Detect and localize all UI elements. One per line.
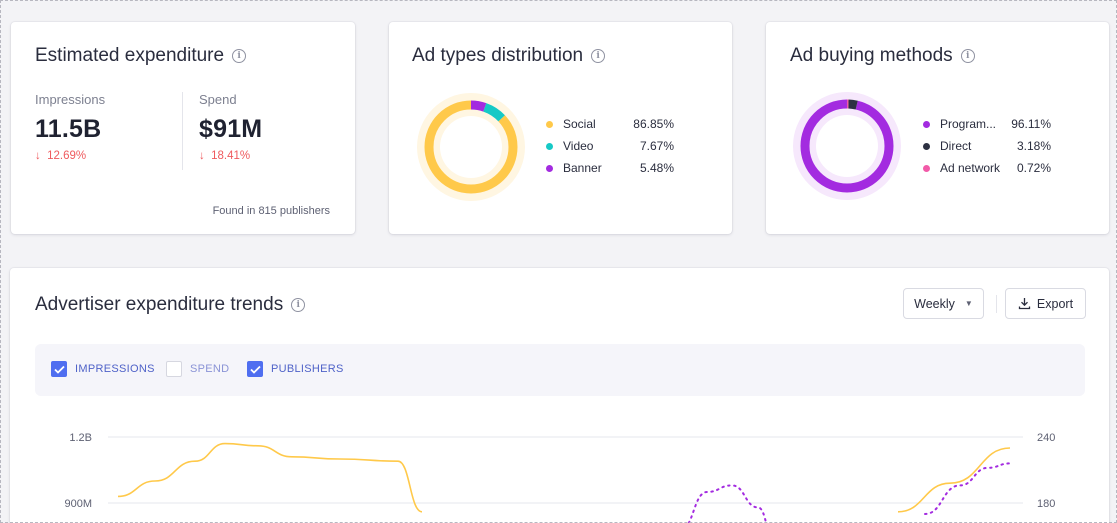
spend-value: $91M bbox=[199, 115, 263, 143]
card-title: Estimated expenditure i bbox=[35, 45, 247, 67]
info-icon[interactable]: i bbox=[591, 49, 606, 63]
legend-item[interactable]: Social 86.85% bbox=[546, 117, 674, 131]
expenditure-trends-card: Advertiser expenditure trends i Weekly ▼… bbox=[10, 268, 1109, 523]
export-label: Export bbox=[1036, 296, 1074, 311]
donut-hole bbox=[816, 115, 878, 177]
legend-dot bbox=[923, 120, 930, 128]
ad-types-donut bbox=[417, 93, 525, 201]
info-icon[interactable]: i bbox=[232, 49, 247, 63]
caret-down-icon: ▼ bbox=[964, 299, 973, 308]
series-filter-bar: IMPRESSIONS SPEND PUBLISHERS bbox=[35, 344, 1085, 396]
legend-dot bbox=[923, 142, 930, 150]
ad-buying-card: Ad buying methods i Program... 96.11% Dire… bbox=[766, 22, 1109, 234]
donut-segment-ad-network[interactable] bbox=[800, 99, 894, 193]
legend-label: Social bbox=[563, 117, 596, 131]
y-left-tick: 900M bbox=[64, 498, 92, 510]
legend-item[interactable]: Direct 3.18% bbox=[923, 139, 1051, 153]
legend-item[interactable]: Banner 5.48% bbox=[546, 161, 674, 175]
donut-segment-banner[interactable] bbox=[424, 100, 518, 194]
impressions-metric: Impressions 11.5B ↓ 12.69% bbox=[35, 92, 105, 162]
estimated-expenditure-card: Estimated expenditure i Impressions 11.5… bbox=[11, 22, 355, 234]
legend-label: Banner bbox=[563, 161, 602, 175]
series-line-publishers[interactable] bbox=[680, 484, 775, 523]
card-title: Advertiser expenditure trends i bbox=[35, 294, 306, 316]
filter-spend[interactable]: SPEND bbox=[166, 361, 229, 377]
ad-types-card: Ad types distribution i Social 86.85% Vide… bbox=[389, 22, 732, 234]
legend-label: Program... bbox=[940, 117, 997, 131]
legend-label: Ad network bbox=[940, 161, 1001, 175]
filter-impressions[interactable]: IMPRESSIONS bbox=[51, 361, 155, 377]
filter-label: SPEND bbox=[190, 363, 230, 375]
estimated-expenditure-title: Estimated expenditure bbox=[35, 45, 225, 66]
spend-change: ↓ 18.41% bbox=[199, 150, 251, 162]
series-line-impressions[interactable] bbox=[117, 442, 423, 513]
legend-item[interactable]: Video 7.67% bbox=[546, 139, 674, 153]
impressions-label: Impressions bbox=[35, 92, 106, 107]
legend-label: Video bbox=[563, 139, 594, 153]
ad-buying-title: Ad buying methods bbox=[790, 45, 953, 66]
ad-types-title: Ad types distribution bbox=[412, 45, 584, 66]
legend-label: Direct bbox=[940, 139, 972, 153]
y-right-tick: 180 bbox=[1037, 498, 1055, 510]
checkbox[interactable] bbox=[166, 361, 182, 377]
y-right-tick: 240 bbox=[1037, 432, 1055, 444]
legend-value: 86.85% bbox=[633, 117, 674, 131]
checkbox[interactable] bbox=[51, 361, 67, 377]
impressions-change: ↓ 12.69% bbox=[35, 150, 87, 162]
legend-dot bbox=[546, 120, 553, 128]
legend-dot bbox=[923, 164, 930, 172]
checkbox[interactable] bbox=[247, 361, 263, 377]
trends-chart: 1.2B 240 900M 180 bbox=[64, 432, 1055, 523]
legend-dot bbox=[546, 142, 553, 150]
download-icon bbox=[1018, 298, 1031, 310]
card-title: Ad buying methods i bbox=[790, 45, 975, 67]
y-left-tick: 1.2B bbox=[69, 432, 92, 444]
filter-label: PUBLISHERS bbox=[271, 363, 344, 375]
series-line-impressions-recent[interactable] bbox=[897, 447, 1011, 513]
filter-label: IMPRESSIONS bbox=[75, 363, 155, 375]
trends-title: Advertiser expenditure trends bbox=[35, 294, 284, 315]
legend-value: 3.18% bbox=[1016, 139, 1051, 153]
info-icon[interactable]: i bbox=[291, 298, 306, 312]
legend-item[interactable]: Ad network 0.72% bbox=[923, 161, 1051, 175]
period-select[interactable]: Weekly ▼ bbox=[903, 288, 984, 319]
spend-label: Spend bbox=[199, 92, 237, 107]
filter-publishers[interactable]: PUBLISHERS bbox=[247, 361, 344, 377]
card-title: Ad types distribution i bbox=[412, 45, 606, 67]
arrow-down-icon: ↓ bbox=[199, 150, 205, 162]
period-value: Weekly bbox=[914, 296, 955, 311]
ad-buying-donut bbox=[793, 92, 901, 200]
legend-value: 7.67% bbox=[639, 139, 674, 153]
legend-value: 96.11% bbox=[1011, 117, 1051, 131]
metric-divider bbox=[182, 92, 183, 170]
arrow-down-icon: ↓ bbox=[35, 150, 41, 162]
toolbar-divider bbox=[996, 295, 997, 313]
legend-value: 0.72% bbox=[1016, 161, 1051, 175]
found-publishers-text: Found in 815 publishers bbox=[212, 205, 330, 217]
legend-value: 5.48% bbox=[639, 161, 674, 175]
export-button[interactable]: Export bbox=[1005, 288, 1086, 319]
legend-dot bbox=[546, 164, 553, 172]
series-line-publishers-recent[interactable] bbox=[924, 462, 1011, 515]
donut-hole bbox=[440, 116, 502, 178]
impressions-value: 11.5B bbox=[35, 115, 102, 143]
info-icon[interactable]: i bbox=[960, 49, 975, 63]
legend-item[interactable]: Program... 96.11% bbox=[923, 117, 1051, 131]
spend-metric: Spend $91M ↓ 18.41% bbox=[199, 92, 262, 162]
